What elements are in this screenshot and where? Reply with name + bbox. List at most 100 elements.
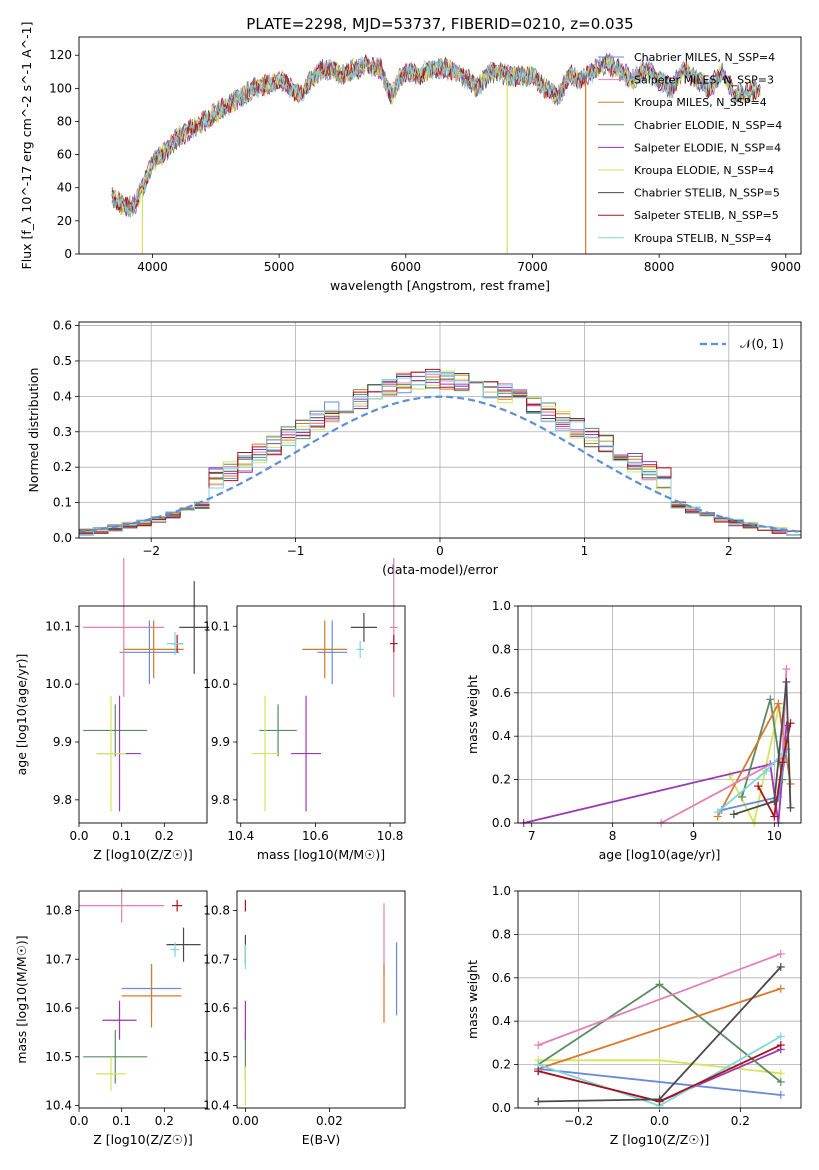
x-tick-label: 7 (528, 829, 536, 843)
x-tick-label: 1 (581, 544, 589, 558)
y-tick-label: 10.0 (45, 677, 72, 691)
weight-line-6 (733, 681, 792, 816)
x-tick-label: 0.2 (155, 1114, 174, 1128)
x-tick-label: 6000 (391, 260, 422, 274)
legend-label: Chabrier STELIB, N_SSP=5 (634, 187, 780, 200)
y-tick-label: 20 (57, 214, 72, 228)
legend-label: Salpeter ELODIE, N_SSP=4 (634, 141, 781, 154)
x-axis-label: E(B-V) (302, 1132, 341, 1147)
y-tick-label: 9.9 (53, 735, 72, 749)
axes-frame (517, 890, 802, 1109)
y-tick-label: 10.5 (45, 1050, 72, 1064)
legend-label: 𝒩(0, 1) (740, 337, 784, 351)
y-tick-label: 10.6 (203, 1001, 230, 1015)
histograms (79, 368, 801, 536)
weight-line-1 (537, 953, 782, 1046)
y-tick-label: 10.8 (203, 904, 230, 918)
x-tick-label: 8000 (644, 260, 675, 274)
y-tick-label: 0.0 (492, 1101, 511, 1115)
x-tick-label: 0.2 (155, 829, 174, 843)
y-tick-label: 120 (49, 48, 72, 62)
y-tick-label: 0.2 (53, 460, 72, 474)
y-tick-label: 1.0 (492, 599, 511, 613)
weight-line-0 (538, 1068, 781, 1096)
y-tick-label: 0.6 (492, 971, 511, 985)
axes-frame (78, 321, 802, 539)
y-tick-label: 10.4 (203, 1099, 230, 1113)
weight-line-7 (757, 723, 792, 820)
x-axis-label: age [log10(age/yr)] (599, 847, 721, 862)
x-tick-label: −1 (287, 544, 305, 558)
y-tick-label: 80 (57, 114, 72, 128)
gaussian-curve (79, 395, 801, 533)
axes-frame (78, 36, 802, 255)
y-tick-label: 0.5 (53, 354, 72, 368)
weight-line-2 (537, 987, 782, 1070)
y-tick-label: 1.0 (492, 884, 511, 898)
x-axis-label: Z [log10(Z/Z☉)] (610, 1132, 710, 1147)
legend-label: Salpeter MILES, N_SSP=3 (634, 74, 774, 87)
y-tick-label: 40 (57, 181, 72, 195)
x-tick-label: 0.1 (112, 829, 131, 843)
y-tick-label: 9.8 (211, 793, 230, 807)
x-tick-label: 2 (725, 544, 733, 558)
legend-label: Kroupa ELODIE, N_SSP=4 (634, 164, 774, 177)
y-tick-label: 10.0 (203, 677, 230, 691)
y-tick-label: 0.8 (492, 642, 511, 656)
y-tick-label: 0.2 (492, 773, 511, 787)
y-tick-label: 0.1 (53, 496, 72, 510)
y-tick-label: 10.7 (203, 952, 230, 966)
panel-mass_age: 10.4 10.6 10.8 9.8 9.9 10.0 10.1 mass [log10(M/… (203, 557, 406, 862)
axes-frame (78, 890, 208, 1109)
y-tick-label: 10.5 (203, 1050, 230, 1064)
x-tick-label: 0.0 (69, 1114, 88, 1128)
x-axis-label: Z [log10(Z/Z☉)] (93, 847, 193, 862)
legend-label: Kroupa STELIB, N_SSP=4 (634, 232, 772, 245)
y-axis-label: Normed distribution (26, 368, 41, 493)
histogram-8 (79, 371, 801, 536)
panel-ebv_mass: 0.00 0.02 10.4 10.5 10.6 10.7 10.8 E(B-V) (203, 890, 406, 1147)
legend: 𝒩(0, 1) (700, 337, 784, 351)
legend-label: Chabrier MILES, N_SSP=4 (634, 51, 775, 64)
x-tick-label: 8 (609, 829, 617, 843)
panel-residuals: −2 −1 0 1 2 0.0 0.1 0.2 0.3 0.4 0.5 0.6 (data-model)… (26, 319, 802, 577)
y-axis-label: age [log10(age/yr)] (14, 654, 29, 776)
y-tick-label: 0.3 (53, 425, 72, 439)
panel-age_weight: 7 8 9 10 0.0 0.2 0.4 0.6 0.8 1.0 age [log10(age/yr… (465, 599, 802, 862)
y-tick-label: 10.7 (45, 952, 72, 966)
axes-frame (236, 890, 406, 1109)
x-tick-label: 5000 (264, 260, 295, 274)
y-tick-label: 0 (64, 247, 72, 261)
y-tick-label: 10.1 (45, 619, 72, 633)
y-tick-label: 0.2 (492, 1058, 511, 1072)
x-tick-label: −0.2 (564, 1114, 593, 1128)
x-tick-label: 10 (767, 829, 782, 843)
y-tick-label: 100 (49, 81, 72, 95)
x-axis-label: (data-model)/error (382, 562, 499, 577)
y-axis-label: mass [log10(M/M☉)] (14, 935, 29, 1063)
x-tick-label: 0.0 (69, 829, 88, 843)
axes-frame (517, 605, 802, 824)
x-tick-label: 10.4 (227, 829, 254, 843)
x-tick-label: 0.0 (650, 1114, 669, 1128)
y-axis-label: mass weight (465, 675, 480, 754)
y-axis-label: Flux [f_λ 10^-17 erg cm^-2 s^-1 A^-1] (19, 22, 34, 270)
x-tick-label: 7000 (517, 260, 548, 274)
y-tick-label: 9.8 (53, 793, 72, 807)
y-tick-label: 10.1 (203, 619, 230, 633)
spectrum-line-8 (111, 55, 761, 217)
y-tick-label: 0.4 (492, 729, 511, 743)
x-axis-label: Z [log10(Z/Z☉)] (93, 1132, 193, 1147)
legend-label: Chabrier ELODIE, N_SSP=4 (634, 119, 782, 132)
y-tick-label: 0.0 (492, 816, 511, 830)
x-tick-label: 10.8 (377, 829, 404, 843)
y-tick-label: 10.8 (45, 904, 72, 918)
spectrum-lines (111, 53, 761, 254)
y-tick-label: 10.4 (45, 1099, 72, 1113)
x-tick-label: 0.1 (112, 1114, 131, 1128)
histogram-7 (79, 368, 801, 535)
y-tick-label: 10.6 (45, 1001, 72, 1015)
panel-z_weight: −0.2 0.0 0.2 0.0 0.2 0.4 0.6 0.8 1.0 Z [log10(Z/Z… (465, 884, 802, 1147)
panel-z_mass: 0.0 0.1 0.2 10.4 10.5 10.6 10.7 10.8 Z [log10(Z/… (14, 888, 208, 1147)
